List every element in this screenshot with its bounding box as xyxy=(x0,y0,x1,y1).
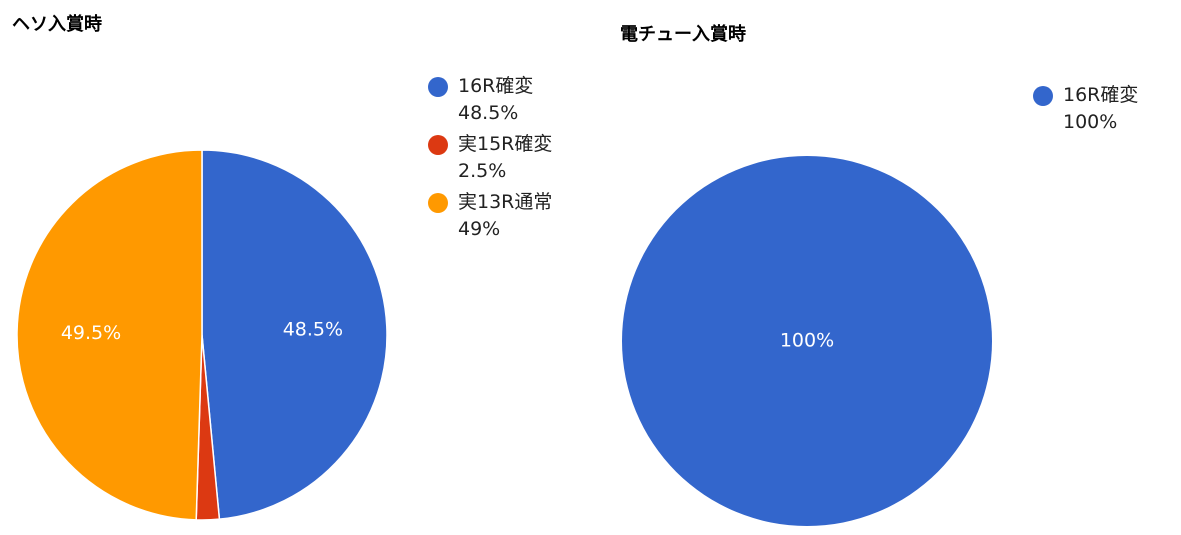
pie-slice-0-2[interactable] xyxy=(16,149,203,521)
legend-label: 実13R通常 xyxy=(458,191,553,213)
legend-value: 48.5% xyxy=(458,102,519,124)
chart-title-dentyu: 電チュー入賞時 xyxy=(620,24,746,45)
legend-value: 49% xyxy=(458,218,501,240)
legend-swatch xyxy=(1033,86,1053,106)
legend-heso: 16R確変 48.5% 実15R確変 2.5% 実13R通常 49% xyxy=(428,73,552,247)
legend-value: 2.5% xyxy=(458,160,507,182)
legend-label: 16R確変 xyxy=(1063,84,1139,106)
legend-label: 16R確変 xyxy=(458,75,534,97)
slice-label-0-2: 49.5% xyxy=(61,322,121,344)
legend-item[interactable]: 実15R確変 2.5% xyxy=(428,131,552,185)
legend-dentyu: 16R確変 100% xyxy=(1033,82,1138,140)
legend-item[interactable]: 実13R通常 49% xyxy=(428,189,552,243)
chart-title-heso: ヘソ入賞時 xyxy=(12,14,102,35)
slice-label-1-0: 100% xyxy=(780,330,834,352)
legend-item[interactable]: 16R確変 48.5% xyxy=(428,73,552,127)
legend-value: 100% xyxy=(1063,111,1118,133)
legend-swatch xyxy=(428,193,448,213)
legend-swatch xyxy=(428,135,448,155)
pie-slice-0-0[interactable] xyxy=(201,149,388,520)
legend-label: 実15R確変 xyxy=(458,133,553,155)
slice-label-0-0: 48.5% xyxy=(283,318,343,340)
legend-item[interactable]: 16R確変 100% xyxy=(1033,82,1138,136)
legend-swatch xyxy=(428,77,448,97)
pie-slice-1-0[interactable] xyxy=(622,156,992,526)
